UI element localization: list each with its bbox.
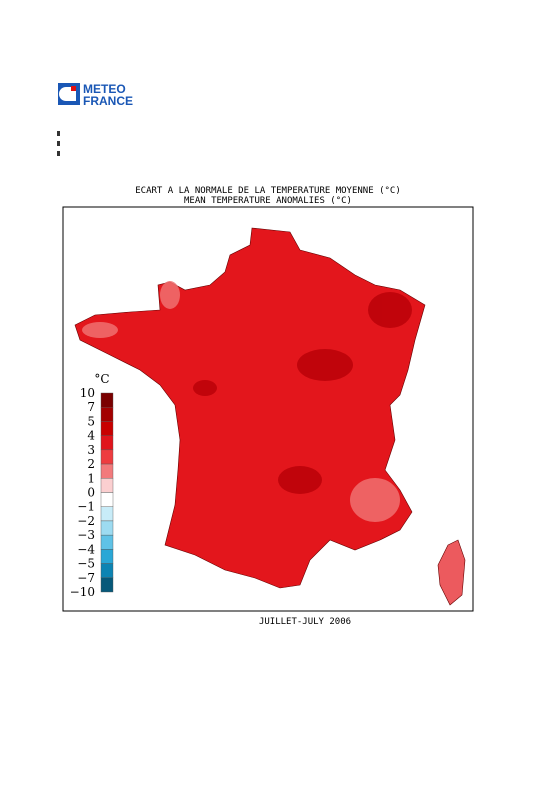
title: ECART A LA NORMALE DE LA TEMPERATURE MOY… — [135, 186, 401, 196]
legend-label: 10 — [80, 386, 95, 400]
legend-swatch — [100, 549, 114, 564]
legend-swatch — [100, 492, 114, 507]
legend-label: 0 — [87, 486, 95, 500]
legend-swatch — [100, 506, 114, 522]
small-marks — [57, 131, 60, 156]
legend-swatch — [100, 435, 114, 451]
warm-areas — [193, 292, 412, 494]
title: MEAN TEMPERATURE ANOMALIES (°C) — [184, 196, 352, 206]
legend-swatch — [100, 407, 114, 422]
legend-label: 3 — [87, 443, 95, 457]
legend-swatch — [100, 421, 114, 436]
logo-icon-dot — [71, 86, 76, 91]
logo: METEO FRANCE — [58, 82, 133, 108]
legend-swatch — [100, 520, 114, 536]
map-frame — [62, 206, 474, 612]
legend-label: 2 — [87, 457, 95, 471]
legend-label: 4 — [87, 429, 95, 443]
legend-swatch — [100, 534, 114, 550]
legend-label: 7 — [87, 400, 95, 414]
legend-label: −4 — [77, 542, 95, 556]
legend-unit: °C — [94, 372, 109, 386]
legend-label: 1 — [87, 471, 95, 485]
legend-label: −3 — [77, 528, 95, 542]
legend-swatch — [100, 392, 114, 408]
legend-label: −5 — [77, 557, 95, 571]
mild-areas — [82, 281, 400, 522]
logo-text: METEO — [83, 82, 126, 96]
legend-label: −1 — [77, 500, 95, 514]
legend-swatch — [100, 449, 114, 465]
legend-swatch — [100, 577, 114, 593]
legend-label: −2 — [77, 514, 95, 528]
corsica — [437, 539, 466, 606]
france — [74, 227, 426, 589]
logo-text: FRANCE — [83, 94, 133, 108]
caption: JUILLET-JULY 2006 — [259, 617, 351, 627]
legend-swatch — [100, 478, 114, 493]
map — [74, 227, 466, 606]
legend-swatch — [100, 563, 114, 578]
legend-swatch — [100, 463, 114, 479]
legend-label: 5 — [87, 414, 95, 428]
legend-label: −10 — [70, 585, 95, 599]
legend-label: −7 — [77, 571, 95, 585]
